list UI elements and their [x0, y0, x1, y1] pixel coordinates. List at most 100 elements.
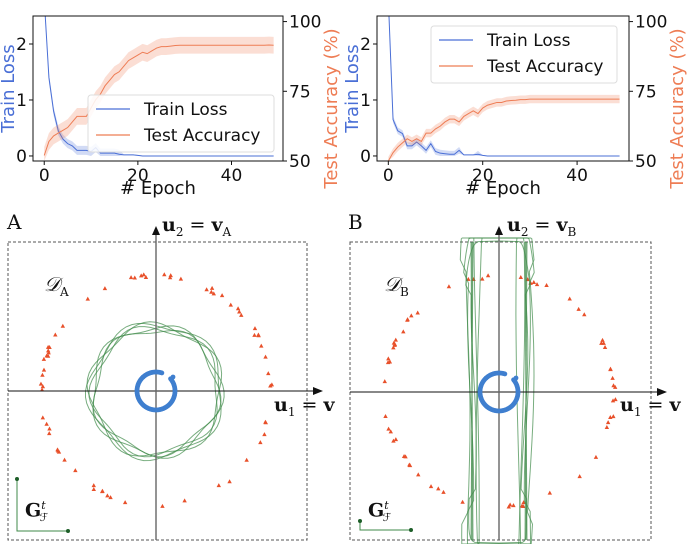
outer-class-point [608, 366, 613, 371]
train-loss-line [388, 16, 620, 157]
train-loss-line [44, 16, 274, 157]
outer-class-point [44, 353, 49, 358]
test-accuracy-line [43, 44, 274, 156]
outer-class-point [612, 384, 618, 389]
legend-label-1: Test Accuracy [143, 126, 261, 146]
outer-class-point [521, 503, 526, 508]
y-left-tick-label: 1 [360, 91, 371, 111]
outer-class-point [534, 282, 540, 287]
u-subscript: 1 [633, 404, 642, 419]
y-right-tick-label: 75 [289, 82, 311, 102]
outer-class-point [269, 382, 275, 387]
g-frame-icon [16, 479, 68, 532]
y-left-tick-label: 2 [16, 35, 27, 55]
chart-2: 0 20 40 0 1 2 50 75 100 # Epoch Train Loss Test Acc… [342, 13, 688, 199]
outer-class-point [593, 454, 599, 459]
outer-class-point [211, 291, 216, 296]
legend: Train Loss Test Accuracy [87, 94, 275, 153]
outer-class-point [256, 332, 261, 337]
x-tick-label: 40 [221, 166, 243, 186]
outer-class-point [415, 310, 420, 315]
outer-class-point [178, 276, 184, 281]
u1-arrow-icon [313, 387, 323, 395]
outer-class-point [582, 312, 587, 317]
outer-class-point [604, 425, 610, 430]
g-frame-dot [66, 529, 70, 533]
outer-class-point [141, 272, 146, 277]
outer-class-point [485, 273, 491, 278]
y-right-tick-label: 50 [635, 152, 657, 172]
u-subscript: 1 [287, 404, 296, 419]
v-symbol: v [556, 214, 568, 236]
outer-class-point [385, 360, 391, 365]
dataset-symbol: 𝒟 [384, 272, 400, 296]
legend-label-0: Train Loss [143, 100, 228, 120]
equals: = [295, 394, 324, 416]
g-symbol: G [25, 499, 42, 522]
outer-class-point [40, 372, 45, 377]
outer-class-point [46, 348, 51, 353]
outer-class-point [393, 337, 398, 342]
outer-class-point [611, 414, 616, 419]
v-symbol: v [211, 214, 223, 236]
outer-class-point [46, 350, 51, 355]
outer-class-point [91, 483, 96, 488]
equals: = [641, 394, 670, 416]
g-symbol: G [368, 499, 385, 522]
outer-class-point [128, 275, 134, 280]
outer-class-point [266, 371, 271, 376]
outer-class-point [73, 468, 78, 473]
outer-class-point [204, 287, 209, 292]
equals: = [528, 214, 557, 236]
outer-class-point [460, 499, 465, 504]
outer-class-point [416, 472, 421, 477]
y-right-tick-label: 50 [289, 152, 311, 172]
outer-class-point [511, 503, 516, 508]
outer-class-point [108, 495, 113, 500]
outer-class-point [167, 275, 173, 280]
series-band-1 [388, 94, 620, 161]
outer-class-point [544, 282, 549, 287]
outer-class-point [391, 345, 396, 350]
outer-class-point [610, 398, 616, 403]
outer-class-point [547, 490, 553, 495]
outer-class-point [55, 448, 61, 453]
u-symbol: u [274, 394, 288, 416]
outer-class-point [45, 344, 51, 349]
dataset-symbol: 𝒟 [44, 272, 60, 296]
inner-class-point [172, 389, 178, 395]
legend-box [87, 94, 275, 153]
y-left-tick-label: 1 [16, 91, 27, 111]
dataset-subscript: B [399, 285, 409, 299]
inner-class-point [513, 375, 519, 381]
outer-class-point [262, 432, 267, 437]
outer-class-point [428, 484, 434, 489]
outer-class-point [407, 462, 412, 467]
y-right-tick-label: 100 [635, 13, 667, 33]
u2-arrow-icon [495, 226, 503, 235]
u-subscript: 2 [520, 224, 529, 239]
outer-class-point [382, 379, 387, 384]
legend-label-0: Train Loss [486, 31, 571, 51]
v-symbol: v [323, 394, 335, 416]
inner-class-point [515, 390, 521, 396]
dataset-label-b: 𝒟B [384, 272, 409, 299]
x-axis-label-a: u1 = v [274, 394, 335, 419]
outer-class-point [252, 332, 257, 337]
outer-class-point [160, 503, 165, 508]
y-axis-label-b: u2 = vB [507, 214, 576, 239]
outer-class-point [531, 280, 537, 285]
outer-class-point [446, 284, 452, 289]
outer-class-point [132, 275, 137, 280]
outer-class-point [613, 397, 618, 402]
outer-class-point [227, 479, 232, 484]
v-symbol: v [669, 394, 681, 416]
outer-class-point [41, 367, 47, 372]
outer-class-point [258, 440, 263, 445]
outer-class-point [600, 337, 605, 342]
outer-class-point [518, 275, 524, 280]
outer-class-point [102, 286, 108, 291]
legend: Train Loss Test Accuracy [430, 25, 618, 84]
